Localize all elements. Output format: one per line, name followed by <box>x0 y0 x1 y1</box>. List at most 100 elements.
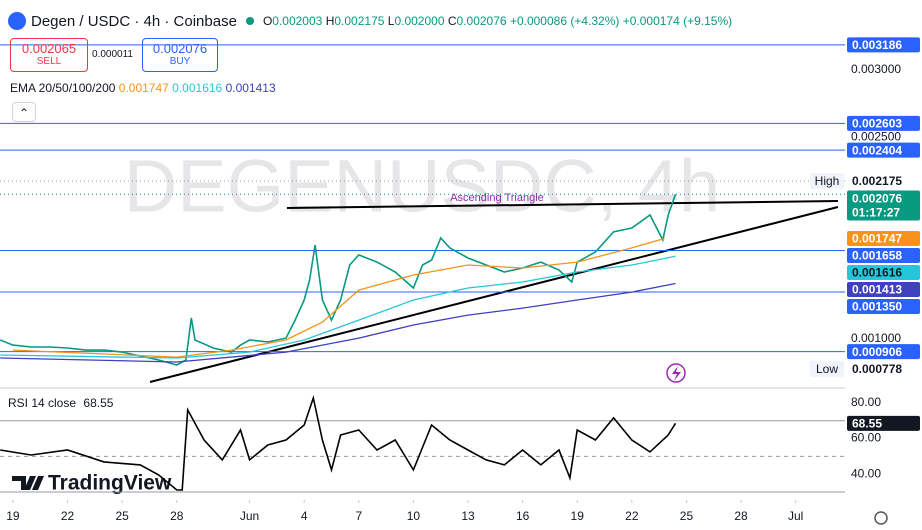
axis-box-label: 0.002175 <box>852 174 902 188</box>
level-label: 0.003186 <box>847 37 920 53</box>
ema-50-value: 0.001616 <box>172 81 223 95</box>
sell-label: SELL <box>36 56 62 67</box>
buy-price: 0.002076 <box>152 41 208 56</box>
rsi-tick-label: 60.00 <box>851 431 881 445</box>
level-label: 0.002603 <box>847 115 920 131</box>
rsi-legend: RSI 14 close 68.55 <box>8 396 113 410</box>
header: Degen / USDC · 4h · Coinbase O0.002003 H… <box>8 12 732 30</box>
ema-line <box>12 237 665 358</box>
axis-box <box>847 231 920 247</box>
x-tick-label: 16 <box>516 509 530 523</box>
axis-box <box>847 265 920 281</box>
ema-line <box>0 255 676 359</box>
axis-box <box>847 115 920 131</box>
low-label: L <box>387 14 395 28</box>
axis-box <box>847 37 920 53</box>
high-price: 0.002175 High <box>810 172 920 189</box>
ema-price: 0.001413 <box>847 282 920 298</box>
ema-label: EMA 20/50/100/200 <box>10 81 116 95</box>
x-tick-label: 19 <box>6 509 20 523</box>
high: 0.002175 <box>334 14 385 28</box>
triangle-bottom <box>149 206 839 383</box>
axis-tag-label: High <box>815 174 840 188</box>
rsi-value: 68.55 <box>83 396 114 410</box>
branding: TradingView <box>48 472 172 495</box>
y-tick-label: 0.001000 <box>851 331 901 345</box>
x-tick-label: 28 <box>734 509 748 523</box>
sell-price: 0.002065 <box>21 41 77 56</box>
level-label: 0.000906 <box>847 344 920 360</box>
x-tick-label: Jul <box>788 509 803 523</box>
rsi-tick-label: 40.00 <box>851 466 881 480</box>
x-tick-label: 4 <box>301 509 308 523</box>
sell-button[interactable]: 0.002065 SELL <box>10 38 88 72</box>
axis-box-label: 0.003186 <box>852 38 902 52</box>
axis-box-label: 0.001747 <box>852 232 902 246</box>
x-tick-label: Jun <box>240 509 259 523</box>
rsi-price: 68.55 <box>847 415 920 431</box>
event-icon[interactable] <box>666 363 686 383</box>
axis-box-label: 0.001616 <box>852 266 902 280</box>
axis-box-label: 0.002603 <box>852 117 902 131</box>
ema-legend: EMA 20/50/100/200 0.001747 0.001616 0.00… <box>10 81 276 95</box>
symbol-icon <box>8 12 26 30</box>
x-tick-label: 19 <box>571 509 585 523</box>
y-tick-label: 0.002500 <box>851 129 901 143</box>
rsi-tick-label: 80.00 <box>851 395 881 409</box>
axis-box <box>847 190 920 221</box>
axis-tag <box>810 360 844 377</box>
buy-button[interactable]: 0.002076 BUY <box>142 38 218 72</box>
axis-tag-label: Low <box>816 362 838 376</box>
x-tick-label: 22 <box>625 509 639 523</box>
axis-box <box>847 173 920 189</box>
close: 0.002076 <box>456 14 507 28</box>
axis-box-label: 0.001658 <box>852 249 902 263</box>
event-bolt <box>672 366 681 381</box>
close-label: C <box>447 14 457 28</box>
level-label: 0.001350 <box>847 299 920 315</box>
axis-box <box>847 248 920 264</box>
annotation: Ascending Triangle <box>450 192 544 204</box>
high-label: H <box>325 14 335 28</box>
axis-box <box>847 299 920 315</box>
axis-box-label: 0.001413 <box>852 283 902 297</box>
x-tick-label: 22 <box>61 509 75 523</box>
buy-label: BUY <box>169 56 191 67</box>
x-tick-label: 7 <box>355 509 362 523</box>
change: +0.000086 (+4.32%) <box>509 14 620 28</box>
axis-box <box>847 282 920 298</box>
triangle-top <box>286 200 839 209</box>
series-line <box>0 394 677 491</box>
x-tick-label: 13 <box>461 509 475 523</box>
logo-mark <box>12 476 44 490</box>
x-tick-label: 28 <box>170 509 184 523</box>
ema-20-value: 0.001747 <box>118 81 169 95</box>
level-label: 0.001658 <box>847 248 920 264</box>
ohlc: O0.002003 H0.002175 L0.002000 C0.002076 … <box>263 14 732 28</box>
change-2: +0.000174 (+9.15%) <box>622 14 733 28</box>
ema-100-value: 0.001413 <box>225 81 276 95</box>
spread: 0.000011 <box>92 49 133 60</box>
axis-box-label: 0.001350 <box>852 300 902 314</box>
x-tick-label: 10 <box>407 509 421 523</box>
y-tick-label: 0.003000 <box>851 62 901 76</box>
axis-box <box>847 142 920 158</box>
status-dot <box>245 17 254 25</box>
level-label: 0.002404 <box>847 142 920 158</box>
axis-box <box>847 344 920 360</box>
ema-price: 0.001616 <box>847 265 920 281</box>
collapse-button[interactable]: ⌃ <box>12 102 36 122</box>
open-label: O <box>262 14 273 28</box>
ema-line <box>0 282 676 363</box>
low: 0.002000 <box>394 14 445 28</box>
x-tick-label: 25 <box>115 509 129 523</box>
axis-box-label: 0.000778 <box>852 362 902 376</box>
axis-box-label: 01:17:27 <box>852 206 900 220</box>
x-tick-label: 25 <box>680 509 694 523</box>
axis-box-label: 0.002404 <box>852 143 902 157</box>
settings-icon[interactable] <box>874 511 888 525</box>
axis-tag <box>810 172 844 189</box>
